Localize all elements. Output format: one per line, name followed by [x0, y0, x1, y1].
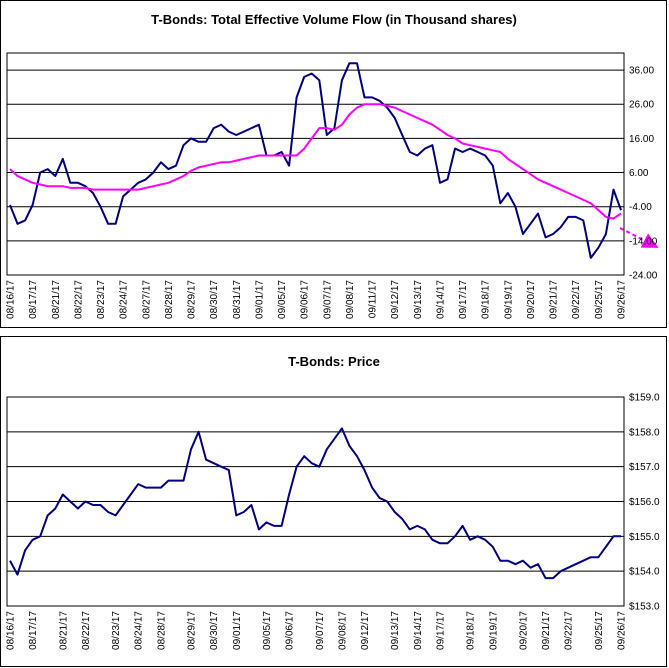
y-tick-label: -4.00 — [629, 202, 652, 213]
x-tick-label: 08/17/17 — [28, 280, 39, 319]
y-tick-label: 26.00 — [629, 100, 654, 111]
x-tick-label: 09/21/17 — [549, 280, 560, 319]
x-tick-label: 09/06/17 — [300, 280, 311, 319]
x-tick-label: 09/05/17 — [277, 280, 288, 319]
y-tick-label: $159.0 — [629, 393, 660, 404]
x-tick-label: 08/17/17 — [28, 611, 39, 650]
x-tick-label: 09/06/17 — [285, 611, 296, 650]
x-tick-label: 09/18/17 — [466, 611, 477, 650]
x-tick-label: 09/12/17 — [360, 611, 371, 650]
x-tick-label: 09/08/17 — [337, 611, 348, 650]
x-tick-label: 09/26/17 — [617, 611, 628, 650]
x-tick-label: 08/27/17 — [141, 280, 152, 319]
x-tick-label: 08/28/17 — [164, 280, 175, 319]
x-tick-label: 08/23/17 — [111, 611, 122, 650]
x-tick-label: 09/13/17 — [390, 611, 401, 650]
x-tick-label: 09/08/17 — [345, 280, 356, 319]
series-line — [9, 427, 621, 580]
x-tick-label: 08/21/17 — [51, 280, 62, 319]
y-tick-label: -24.00 — [629, 271, 658, 282]
x-tick-label: 08/16/17 — [6, 611, 17, 650]
y-tick-label: $158.0 — [629, 427, 660, 438]
x-tick-label: 08/24/17 — [119, 280, 130, 319]
x-tick-label: 08/30/17 — [209, 611, 220, 650]
x-tick-label: 08/24/17 — [134, 611, 145, 650]
y-tick-label: $156.0 — [629, 497, 660, 508]
x-tick-label: 09/11/17 — [368, 280, 379, 319]
x-tick-label: 09/25/17 — [594, 611, 605, 650]
x-tick-label: 09/20/17 — [518, 611, 529, 650]
series-line — [9, 62, 622, 259]
x-tick-label: 09/19/17 — [503, 280, 514, 319]
x-tick-label: 09/20/17 — [526, 280, 537, 319]
x-tick-label: 09/25/17 — [594, 280, 605, 319]
x-tick-label: 09/14/17 — [435, 280, 446, 319]
x-tick-label: 09/17/17 — [435, 611, 446, 650]
y-tick-label: 6.00 — [629, 168, 649, 179]
y-tick-label: -14.00 — [629, 236, 658, 247]
panel-top — [0, 0, 667, 328]
x-tick-label: 08/22/17 — [73, 280, 84, 319]
x-tick-label: 09/22/17 — [564, 611, 575, 650]
x-tick-label: 09/05/17 — [262, 611, 273, 650]
y-tick-label: 36.00 — [629, 66, 654, 77]
x-tick-label: 09/01/17 — [232, 611, 243, 650]
x-tick-label: 09/26/17 — [617, 280, 628, 319]
x-tick-label: 09/07/17 — [315, 611, 326, 650]
x-tick-label: 09/17/17 — [458, 280, 469, 319]
x-tick-label: 08/31/17 — [232, 280, 243, 319]
x-tick-label: 08/23/17 — [96, 280, 107, 319]
x-tick-label: 09/13/17 — [413, 280, 424, 319]
x-tick-label: 08/28/17 — [156, 611, 167, 650]
x-tick-label: 08/29/17 — [187, 611, 198, 650]
x-tick-label: 08/22/17 — [81, 611, 92, 650]
chart-title: T-Bonds: Total Effective Volume Flow (in… — [151, 12, 517, 27]
y-tick-label: $155.0 — [629, 532, 660, 543]
x-tick-label: 09/07/17 — [322, 280, 333, 319]
x-tick-label: 09/14/17 — [413, 611, 424, 650]
y-tick-label: $154.0 — [629, 567, 660, 578]
x-tick-label: 09/18/17 — [481, 280, 492, 319]
x-tick-label: 08/21/17 — [58, 611, 69, 650]
y-tick-label: $157.0 — [629, 462, 660, 473]
x-tick-label: 09/21/17 — [541, 611, 552, 650]
x-tick-label: 09/12/17 — [390, 280, 401, 319]
x-tick-label: 09/19/17 — [488, 611, 499, 650]
x-tick-label: 09/01/17 — [254, 280, 265, 319]
y-tick-label: $153.0 — [629, 602, 660, 613]
y-tick-label: 16.00 — [629, 134, 654, 145]
x-tick-label: 09/22/17 — [571, 280, 582, 319]
x-tick-label: 08/29/17 — [187, 280, 198, 319]
x-tick-label: 08/30/17 — [209, 280, 220, 319]
x-tick-label: 08/16/17 — [6, 280, 17, 319]
chart-title: T-Bonds: Price — [288, 354, 380, 369]
series-line — [9, 103, 622, 220]
